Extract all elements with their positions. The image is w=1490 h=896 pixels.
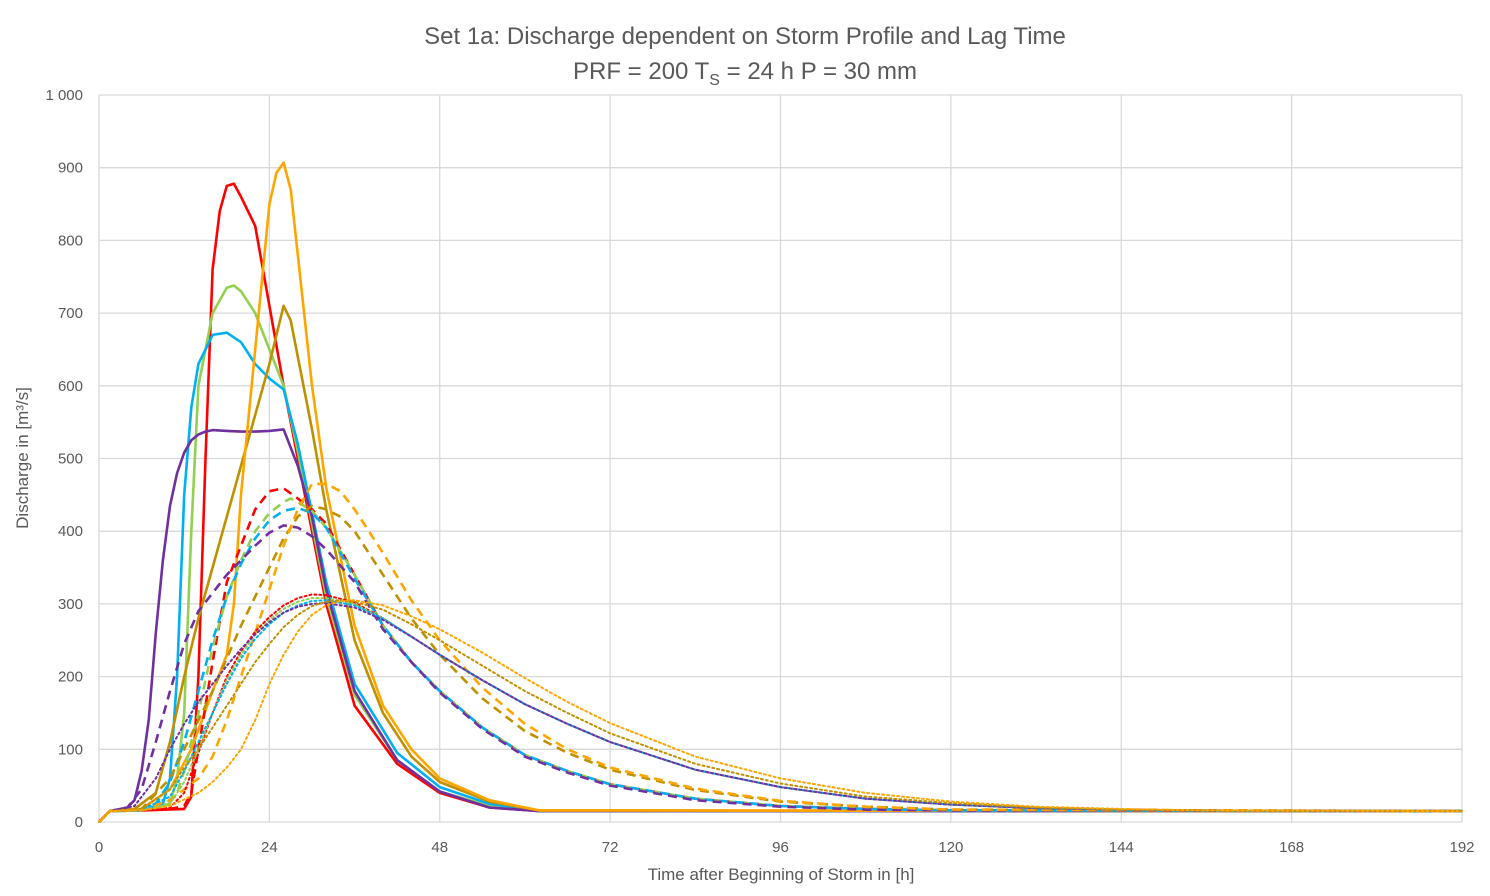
y-tick-label-2: 200 (58, 669, 83, 686)
x-axis-label: Time after Beginning of Storm in [h] (648, 865, 915, 884)
x-tick-label-120: 120 (938, 839, 963, 856)
x-tick-label-72: 72 (602, 839, 619, 856)
series-line-orange-dashed (98, 482, 1463, 823)
x-tick-label-24: 24 (261, 839, 278, 856)
x-tick-label-144: 144 (1109, 839, 1134, 856)
x-tick-label-96: 96 (772, 839, 789, 856)
x-tick-label-0: 0 (95, 839, 103, 856)
series-line-olive-solid (98, 304, 1463, 823)
y-tick-label-4: 400 (58, 523, 83, 540)
x-tick-label-168: 168 (1279, 839, 1304, 856)
y-tick-label-6: 600 (58, 378, 83, 395)
title-part-2: = 24 h P = 30 mm (720, 58, 917, 85)
x-tick-label-48: 48 (431, 839, 448, 856)
x-tick-label-192: 192 (1449, 839, 1474, 856)
y-tick-labels: 0 100 200 300 400 500 600 700 800 900 1 000 (45, 87, 83, 831)
y-tick-label-0: 0 (75, 814, 83, 831)
title-subscript: S (709, 72, 720, 89)
series-line-purple-solid (98, 428, 1462, 823)
x-tick-labels: 0 24 48 72 96 120 144 168 192 (95, 839, 1475, 856)
series-line-purple-dotted (98, 602, 1463, 823)
chart-title-line-1: Set 1a: Discharge dependent on Storm Pro… (424, 23, 1066, 50)
y-tick-label-9: 900 (58, 160, 83, 177)
series-line-purple-dashed (98, 524, 1463, 823)
y-tick-label-3: 300 (58, 596, 83, 613)
series-layer (98, 161, 1463, 823)
title-part-1: PRF = 200 T (573, 58, 710, 85)
series-line-olive-dashed (98, 504, 1463, 823)
horizontal-gridlines (99, 94, 1462, 823)
y-tick-label-7: 700 (58, 305, 83, 322)
y-tick-label-5: 500 (58, 451, 83, 468)
y-axis-label: Discharge in [m³/s] (13, 387, 32, 529)
series-line-blue-dotted (98, 599, 1463, 823)
series-line-red-solid (98, 182, 1462, 823)
y-tick-label-1: 100 (58, 741, 83, 758)
series-line-green-dashed (98, 497, 1463, 823)
series-line-blue-dashed (98, 506, 1463, 823)
y-tick-label-8: 800 (58, 232, 83, 249)
y-tick-label-10: 1 000 (45, 87, 83, 104)
series-line-orange-dotted (98, 599, 1463, 823)
chart-title-line-2: PRF = 200 TS = 24 h P = 30 mm (573, 58, 917, 89)
